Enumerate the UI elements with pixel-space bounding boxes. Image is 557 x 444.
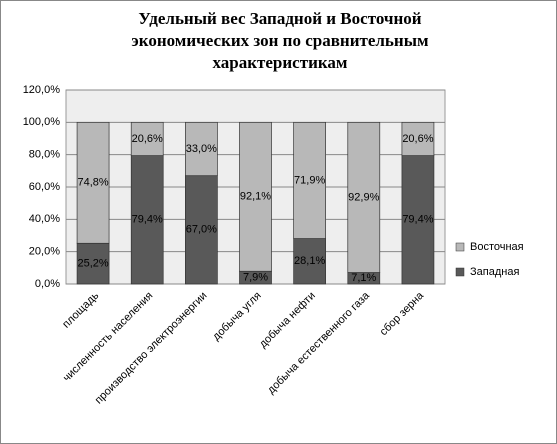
value-label: 25,2% [77, 258, 108, 270]
value-label: 67,0% [186, 224, 217, 236]
y-tick-label: 20,0% [29, 246, 60, 258]
bar-segment [239, 121, 272, 272]
bar-segment [130, 121, 164, 156]
legend-swatch [455, 242, 465, 252]
bar-segment [401, 155, 435, 285]
y-tick-label: 0,0% [35, 278, 60, 290]
bar-segment [185, 175, 218, 285]
legend-label: Восточная [470, 241, 524, 253]
y-tick-label: 40,0% [29, 213, 60, 225]
value-label: 92,1% [240, 191, 271, 203]
value-label: 7,9% [243, 272, 268, 284]
value-label: 20,6% [132, 133, 163, 145]
value-label: 74,8% [77, 177, 108, 189]
value-label: 7,1% [351, 272, 376, 284]
value-label: 79,4% [402, 214, 433, 226]
bar-segment [293, 238, 326, 285]
bar-segment [293, 121, 326, 239]
value-label: 79,4% [132, 214, 163, 226]
bar-segment [76, 121, 110, 244]
value-label: 28,1% [294, 255, 325, 267]
value-label: 20,6% [402, 133, 433, 145]
bar-segment [130, 155, 164, 285]
value-label: 33,0% [186, 143, 217, 155]
legend-swatch [455, 267, 465, 277]
y-tick-label: 100,0% [23, 116, 61, 128]
chart-title: Удельный вес Западной и Восточной эконом… [131, 9, 429, 72]
value-label: 92,9% [348, 191, 379, 203]
bar-segment [76, 242, 110, 285]
y-tick-label: 60,0% [29, 181, 60, 193]
legend-label: Западная [470, 266, 519, 278]
y-tick-label: 80,0% [29, 149, 60, 161]
bar-segment [185, 121, 218, 177]
bar-segment [347, 121, 381, 273]
y-tick-label: 120,0% [23, 84, 61, 96]
bar-segment [401, 121, 435, 156]
value-label: 71,9% [294, 174, 325, 186]
